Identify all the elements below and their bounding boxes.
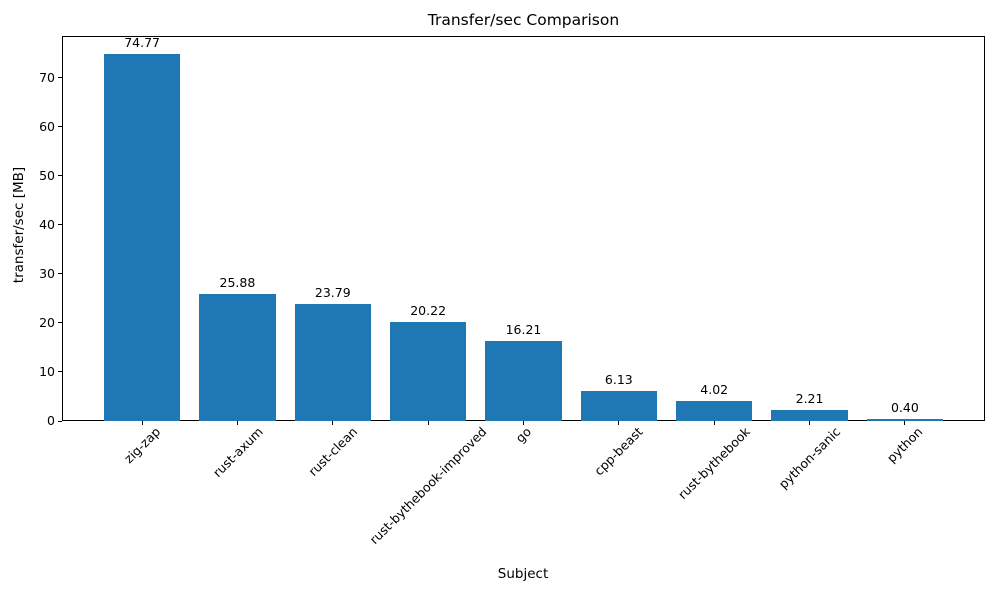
x-tick-mark xyxy=(713,421,715,425)
x-tick-label: python xyxy=(883,424,926,466)
bar-zig-zap xyxy=(103,54,181,421)
x-tick-label: zig-zap xyxy=(120,424,163,467)
y-tick-mark xyxy=(58,126,62,128)
bar-python xyxy=(866,419,944,421)
bar-cpp-beast xyxy=(580,390,657,421)
y-tick-label: 40 xyxy=(39,216,55,232)
y-tick-label: 0 xyxy=(47,413,55,428)
x-tick-label: rust-bythebook-improved xyxy=(366,424,490,547)
x-tick-label: python-sanic xyxy=(775,424,844,492)
bar-value-label: 74.77 xyxy=(124,35,160,51)
y-tick-mark xyxy=(58,371,62,373)
y-tick-mark xyxy=(58,273,62,275)
x-axis-label: Subject xyxy=(497,566,549,582)
bar-value-label: 23.79 xyxy=(314,285,351,301)
y-tick-label: 50 xyxy=(39,167,55,183)
y-tick-label: 20 xyxy=(39,314,55,330)
x-tick-mark xyxy=(904,421,906,425)
x-tick-mark xyxy=(427,421,429,425)
y-tick-mark xyxy=(58,77,62,79)
x-tick-mark xyxy=(236,421,238,425)
bar-value-label: 0.40 xyxy=(890,400,919,416)
x-tick-mark xyxy=(618,421,620,425)
bar-value-label: 20.22 xyxy=(410,302,447,318)
x-tick-label: go xyxy=(512,424,535,446)
bar-value-label: 2.21 xyxy=(795,391,824,407)
bar-rust-axum xyxy=(199,294,276,421)
y-tick-mark xyxy=(58,175,62,177)
bar-rust-bythebook-improved xyxy=(390,321,467,421)
x-tick-mark xyxy=(809,421,811,425)
bar-rust-bythebook xyxy=(676,401,753,421)
x-tick-label: rust-clean xyxy=(305,424,360,479)
y-tick-label: 70 xyxy=(39,69,55,85)
bar-value-label: 16.21 xyxy=(505,322,542,338)
x-tick-label: rust-axum xyxy=(209,424,266,480)
chart-title: Transfer/sec Comparison xyxy=(427,11,620,29)
bar-value-label: 4.02 xyxy=(700,382,729,398)
x-tick-mark xyxy=(141,421,143,425)
bar-go xyxy=(485,341,562,421)
y-tick-mark xyxy=(58,224,62,226)
bar-value-label: 25.88 xyxy=(219,275,256,291)
y-tick-label: 60 xyxy=(39,118,55,134)
x-tick-mark xyxy=(523,421,524,425)
y-tick-label: 10 xyxy=(39,363,55,379)
y-axis-label: transfer/sec [MB] xyxy=(11,166,27,284)
y-tick-mark xyxy=(58,420,62,422)
bar-value-label: 6.13 xyxy=(604,371,633,387)
x-tick-mark xyxy=(332,421,334,425)
x-tick-label: cpp-beast xyxy=(591,424,647,479)
x-tick-label: rust-bythebook xyxy=(675,424,754,503)
y-tick-mark xyxy=(58,322,62,324)
bar-rust-clean xyxy=(294,304,371,421)
bar-python-sanic xyxy=(771,410,848,421)
y-tick-label: 30 xyxy=(39,265,55,281)
